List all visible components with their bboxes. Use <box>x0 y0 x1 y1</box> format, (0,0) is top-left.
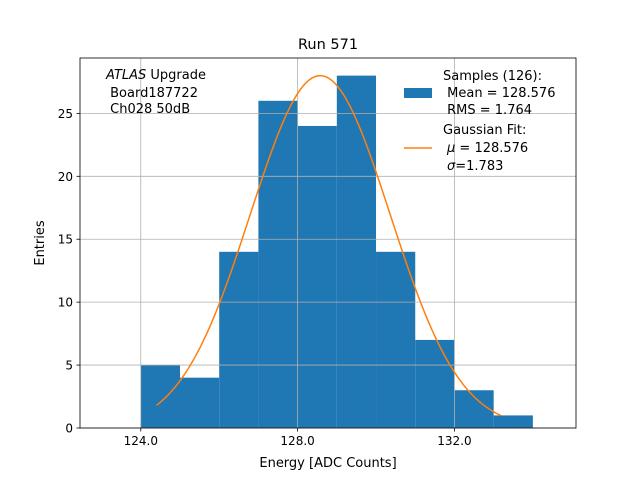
x-tick-label: 128.0 <box>280 434 314 448</box>
histogram-bar <box>376 251 416 428</box>
legend-samples-title: Samples (126): <box>443 69 542 84</box>
y-tick-label: 20 <box>58 170 73 184</box>
x-tick-label: 132.0 <box>437 434 471 448</box>
y-tick-label: 0 <box>65 422 73 436</box>
sigma-symbol: σ <box>447 159 456 174</box>
histogram-bar <box>140 365 180 428</box>
legend: Samples (126): Mean = 128.576 RMS = 1.76… <box>404 69 555 174</box>
axes-frame <box>79 57 577 429</box>
legend-samples-rms: RMS = 1.764 <box>443 103 532 118</box>
x-axis-ticks: 124.0 128.0 132.0 <box>124 428 472 448</box>
histogram-bar <box>336 75 377 428</box>
y-tick-label: 25 <box>58 107 73 121</box>
y-tick-label: 15 <box>58 233 73 247</box>
histogram-bars <box>140 75 533 429</box>
legend-fit-mu: μ = 128.576 <box>446 141 528 156</box>
mu-symbol: μ <box>446 141 455 156</box>
board-label: Board187722 <box>106 86 198 101</box>
histogram-bar <box>179 377 220 428</box>
legend-samples-mean: Mean = 128.576 <box>443 86 555 101</box>
svg-text:ATLAS Upgrade: ATLAS Upgrade <box>105 68 206 83</box>
y-axis-ticks: 0 5 10 15 20 25 <box>58 107 80 436</box>
histogram-bar <box>258 100 298 428</box>
histogram-bar <box>415 339 455 428</box>
legend-fit-sigma: σ=1.783 <box>447 159 503 174</box>
sigma-value: =1.783 <box>455 159 503 174</box>
histogram-bar <box>219 251 259 428</box>
histogram-bar <box>297 125 337 429</box>
channel-label: Ch028 50dB <box>106 102 190 117</box>
legend-samples-swatch <box>404 88 432 98</box>
chart-title: Run 571 <box>298 37 358 53</box>
y-axis-label: Entries <box>33 220 48 266</box>
x-axis-label: Energy [ADC Counts] <box>259 456 396 471</box>
legend-fit-title: Gaussian Fit: <box>443 123 526 138</box>
y-tick-label: 10 <box>58 296 73 310</box>
atlas-annotation: ATLAS Upgrade Board187722 Ch028 50dB <box>105 68 206 117</box>
y-tick-label: 5 <box>65 359 73 373</box>
gaussian-fit-curve <box>155 74 502 417</box>
mu-value: = 128.576 <box>455 141 528 156</box>
histogram-bar <box>493 415 533 428</box>
atlas-upgrade-label: Upgrade <box>146 68 206 83</box>
atlas-label: ATLAS <box>105 68 146 83</box>
x-tick-label: 124.0 <box>124 434 158 448</box>
